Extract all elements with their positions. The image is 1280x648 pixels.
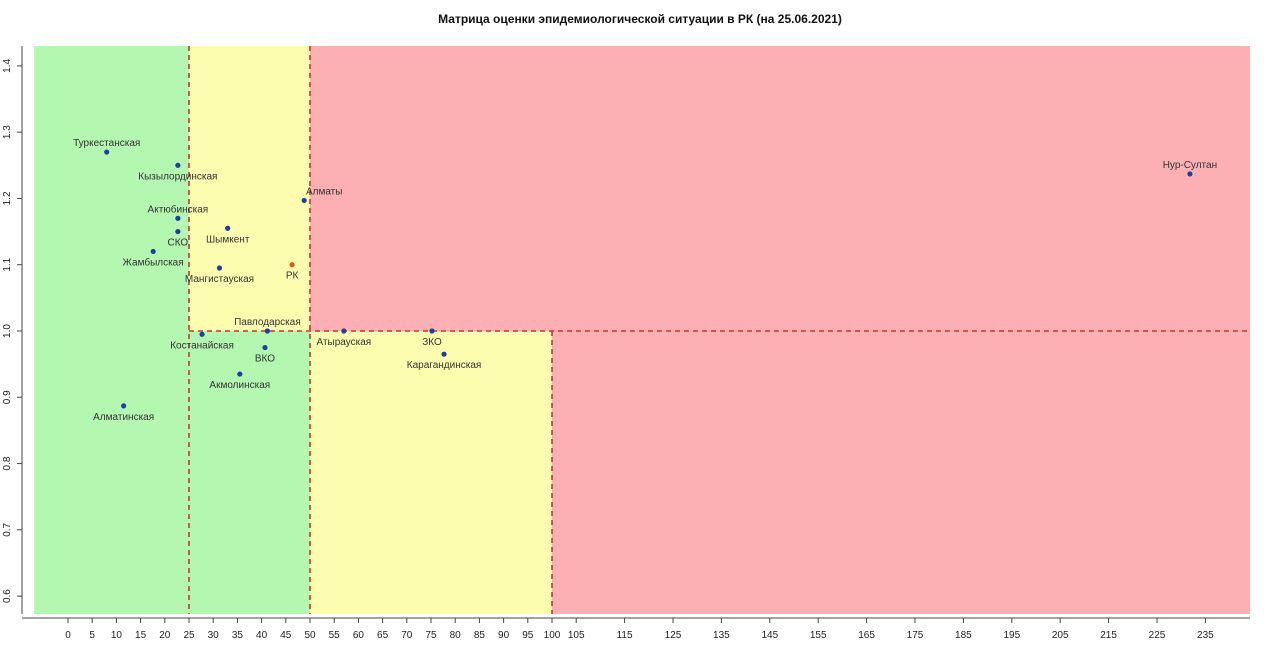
- x-tick-label-10: 10: [111, 630, 123, 641]
- point-10: [199, 331, 205, 337]
- point-16: [121, 403, 127, 409]
- x-tick-label-30: 30: [208, 630, 220, 641]
- x-tick-label-205: 205: [1052, 630, 1069, 641]
- y-tick-label-3: 0.9: [2, 390, 13, 404]
- point-label-15: Акмолинская: [209, 380, 270, 391]
- x-tick-label-20: 20: [159, 630, 171, 641]
- point-0: [104, 149, 110, 155]
- x-tick-label-75: 75: [425, 630, 437, 641]
- x-tick-label-185: 185: [955, 630, 972, 641]
- point-13: [429, 328, 435, 334]
- point-label-3: Актюбинская: [148, 203, 209, 215]
- y-tick-label-1: 0.7: [2, 522, 13, 536]
- x-tick-label-55: 55: [329, 630, 341, 641]
- x-tick-label-165: 165: [858, 630, 875, 641]
- point-label-8: РК: [286, 271, 299, 282]
- point-label-16: Алматинская: [93, 412, 154, 423]
- point-label-1: Кызылординская: [138, 171, 217, 182]
- point-label-7: Мангистауская: [185, 274, 254, 285]
- y-tick-label-2: 0.8: [2, 456, 13, 470]
- y-tick-label-0: 0.6: [2, 589, 13, 603]
- point-5: [175, 228, 181, 235]
- x-tick-label-0: 0: [65, 630, 71, 641]
- point-label-14: Карагандинская: [407, 360, 482, 371]
- point-label-13: ЗКО: [422, 337, 442, 348]
- zone-0: [34, 46, 190, 614]
- x-tick-label-235: 235: [1197, 630, 1214, 641]
- point-4: [225, 225, 231, 231]
- x-tick-label-45: 45: [280, 630, 292, 641]
- x-tick-label-40: 40: [256, 630, 268, 641]
- point-label-10: Костанайская: [170, 340, 234, 351]
- x-tick-label-35: 35: [232, 630, 244, 641]
- points-layer: Туркестанская Кызылординская Алматы Актюбин…: [73, 138, 1217, 423]
- zone-1: [189, 46, 310, 331]
- point-7: [216, 265, 223, 271]
- zone-5: [552, 330, 1250, 614]
- x-tick-label-85: 85: [474, 630, 486, 641]
- x-tick-label-215: 215: [1100, 630, 1117, 641]
- chart-title: Матрица оценки эпидемиологической ситуац…: [438, 12, 842, 26]
- x-tick-label-125: 125: [665, 630, 682, 641]
- y-tick-label-8: 1.4: [2, 58, 13, 72]
- point-15: [237, 371, 243, 377]
- x-tick-label-105: 105: [568, 630, 585, 641]
- point-label-4: Шымкент: [206, 234, 250, 245]
- x-tick-label-5: 5: [89, 630, 95, 641]
- x-tick-label-70: 70: [401, 630, 413, 641]
- axes: 0 5 10 15 20 25 30 35 40 45 50 55 60 65 70 75 80 85 90 95 10…: [2, 46, 1250, 641]
- zone-layer: [34, 46, 1250, 614]
- zone-2: [189, 330, 310, 614]
- x-tick-label-65: 65: [377, 630, 389, 641]
- x-tick-label-15: 15: [135, 630, 147, 641]
- point-12: [341, 328, 347, 334]
- point-label-9: Павлодарская: [234, 317, 301, 328]
- x-tick-label-195: 195: [1003, 630, 1020, 641]
- point-6: [150, 248, 156, 255]
- point-label-5: СКО: [168, 238, 189, 249]
- point-14: [441, 351, 447, 357]
- point-17: [1187, 171, 1193, 177]
- x-tick-label-225: 225: [1149, 630, 1166, 641]
- y-tick-label-5: 1.1: [2, 257, 13, 271]
- y-tick-label-6: 1.2: [2, 191, 13, 205]
- point-1: [175, 162, 181, 168]
- point-9: [264, 328, 271, 334]
- zone-3: [310, 46, 1250, 331]
- x-tick-label-155: 155: [810, 630, 827, 641]
- x-tick-label-25: 25: [183, 630, 195, 641]
- x-tick-label-50: 50: [304, 630, 316, 641]
- y-tick-label-4: 1.0: [2, 324, 13, 338]
- x-tick-label-145: 145: [761, 630, 778, 641]
- x-tick-label-175: 175: [907, 630, 924, 641]
- point-label-2: Алматы: [306, 186, 343, 197]
- point-label-11: ВКО: [255, 354, 275, 365]
- point-label-17: Нур-Султан: [1163, 160, 1217, 171]
- x-tick-label-135: 135: [713, 630, 730, 641]
- y-tick-label-7: 1.3: [2, 125, 13, 139]
- x-tick-label-95: 95: [522, 630, 534, 641]
- x-tick-label-90: 90: [498, 630, 510, 641]
- x-tick-label-60: 60: [353, 630, 365, 641]
- zone-4: [310, 330, 552, 614]
- point-3: [175, 215, 181, 221]
- point-2: [301, 197, 307, 204]
- x-tick-label-100: 100: [544, 630, 561, 641]
- point-label-12: Атырауская: [317, 337, 372, 348]
- x-tick-label-115: 115: [617, 630, 633, 641]
- point-8: [289, 262, 295, 268]
- point-label-6: Жамбылская: [123, 256, 184, 268]
- x-tick-label-80: 80: [450, 630, 462, 641]
- reference-lines: [188, 46, 1250, 614]
- point-label-0: Туркестанская: [73, 138, 140, 149]
- point-11: [262, 344, 268, 351]
